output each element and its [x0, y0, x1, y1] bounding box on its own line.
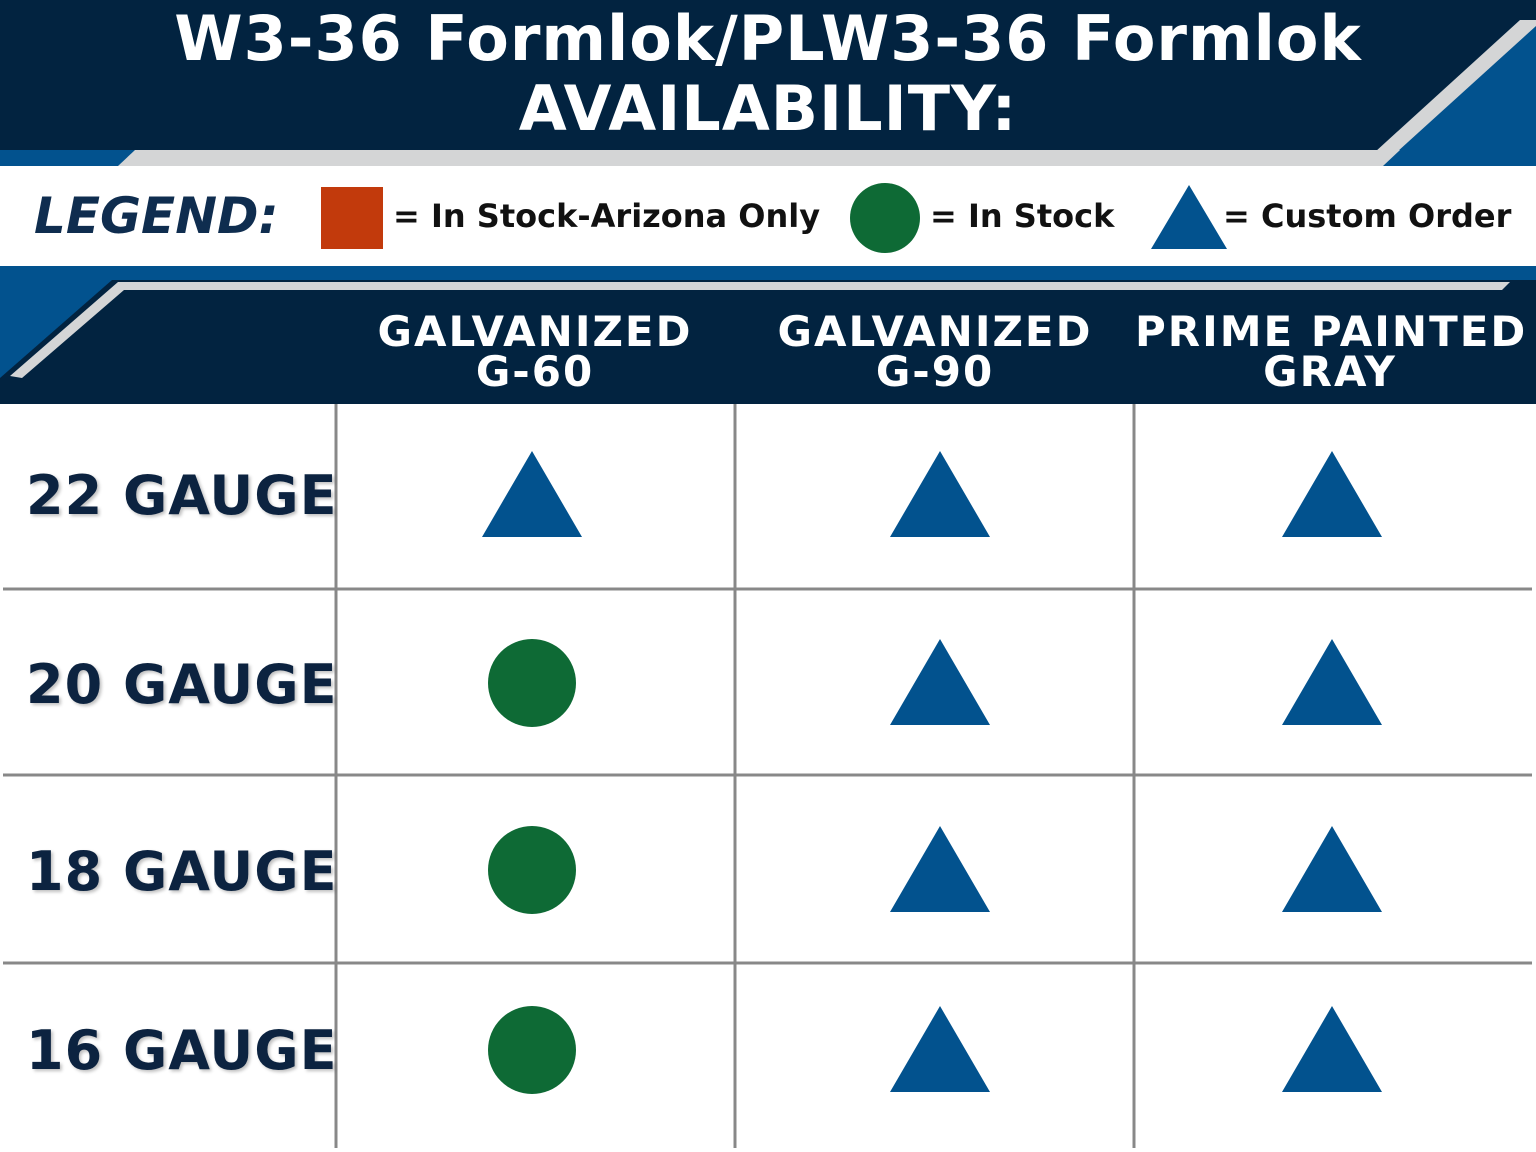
column-header-prime-painted-gray: PRIME PAINTED GRAY — [1135, 307, 1528, 396]
header-band-graphic — [0, 266, 1536, 404]
custom-order-triangle-icon — [1282, 451, 1382, 537]
custom-order-triangle-icon — [1282, 1006, 1382, 1092]
availability-cell — [880, 1000, 1000, 1100]
custom-order-triangle-icon — [1282, 826, 1382, 912]
row-label-20-gauge: 20 GAUGE — [26, 653, 338, 716]
availability-cell — [472, 445, 592, 545]
availability-cell — [880, 445, 1000, 545]
in-stock-circle-icon — [488, 639, 576, 727]
custom-order-triangle-icon — [1151, 185, 1227, 249]
custom-order-triangle-icon — [482, 451, 582, 537]
legend-text-arizona: = In Stock-Arizona Only — [393, 197, 821, 235]
title-banner: W3-36 Formlok/PLW3-36 Formlok AVAILABILI… — [0, 0, 1536, 166]
in-stock-circle-icon — [488, 1006, 576, 1094]
availability-cell — [472, 820, 592, 920]
title-line-1: W3-36 Formlok/PLW3-36 Formlok — [174, 2, 1362, 75]
custom-order-triangle-icon — [890, 826, 990, 912]
custom-order-triangle-icon — [890, 451, 990, 537]
in-stock-circle-icon — [850, 183, 920, 253]
column-header-line-1: GALVANIZED — [777, 307, 1093, 356]
page-title: W3-36 Formlok/PLW3-36 Formlok AVAILABILI… — [0, 4, 1536, 144]
column-header-line-2: G-60 — [475, 347, 595, 396]
availability-cell — [1272, 1000, 1392, 1100]
availability-cell — [472, 1000, 592, 1100]
legend-text-custom-order: = Custom Order — [1223, 197, 1512, 235]
column-header-line-2: GRAY — [1263, 347, 1397, 396]
column-header-line-1: GALVANIZED — [377, 307, 693, 356]
availability-cell — [1272, 445, 1392, 545]
in-stock-arizona-square-icon — [321, 187, 383, 249]
in-stock-circle-icon — [488, 826, 576, 914]
column-header-line-1: PRIME PAINTED — [1135, 307, 1528, 356]
availability-cell — [1272, 820, 1392, 920]
row-label-18-gauge: 18 GAUGE — [26, 840, 338, 903]
column-header-galvanized-g60: GALVANIZED G-60 — [335, 307, 735, 396]
availability-cell — [472, 633, 592, 733]
legend-text-in-stock: = In Stock — [930, 197, 1115, 235]
availability-cell — [880, 820, 1000, 920]
title-banner-graphic — [0, 0, 1536, 166]
custom-order-triangle-icon — [1282, 639, 1382, 725]
title-line-2: AVAILABILITY: — [518, 72, 1018, 145]
legend-label: LEGEND: — [34, 187, 279, 245]
custom-order-triangle-icon — [890, 1006, 990, 1092]
column-header-line-2: G-90 — [875, 347, 995, 396]
column-header-galvanized-g90: GALVANIZED G-90 — [735, 307, 1135, 396]
table-grid — [3, 404, 1532, 1148]
table-header-band — [0, 266, 1536, 404]
availability-cell — [880, 633, 1000, 733]
custom-order-triangle-icon — [890, 639, 990, 725]
availability-cell — [1272, 633, 1392, 733]
row-label-16-gauge: 16 GAUGE — [26, 1019, 338, 1082]
row-label-22-gauge: 22 GAUGE — [26, 464, 338, 527]
